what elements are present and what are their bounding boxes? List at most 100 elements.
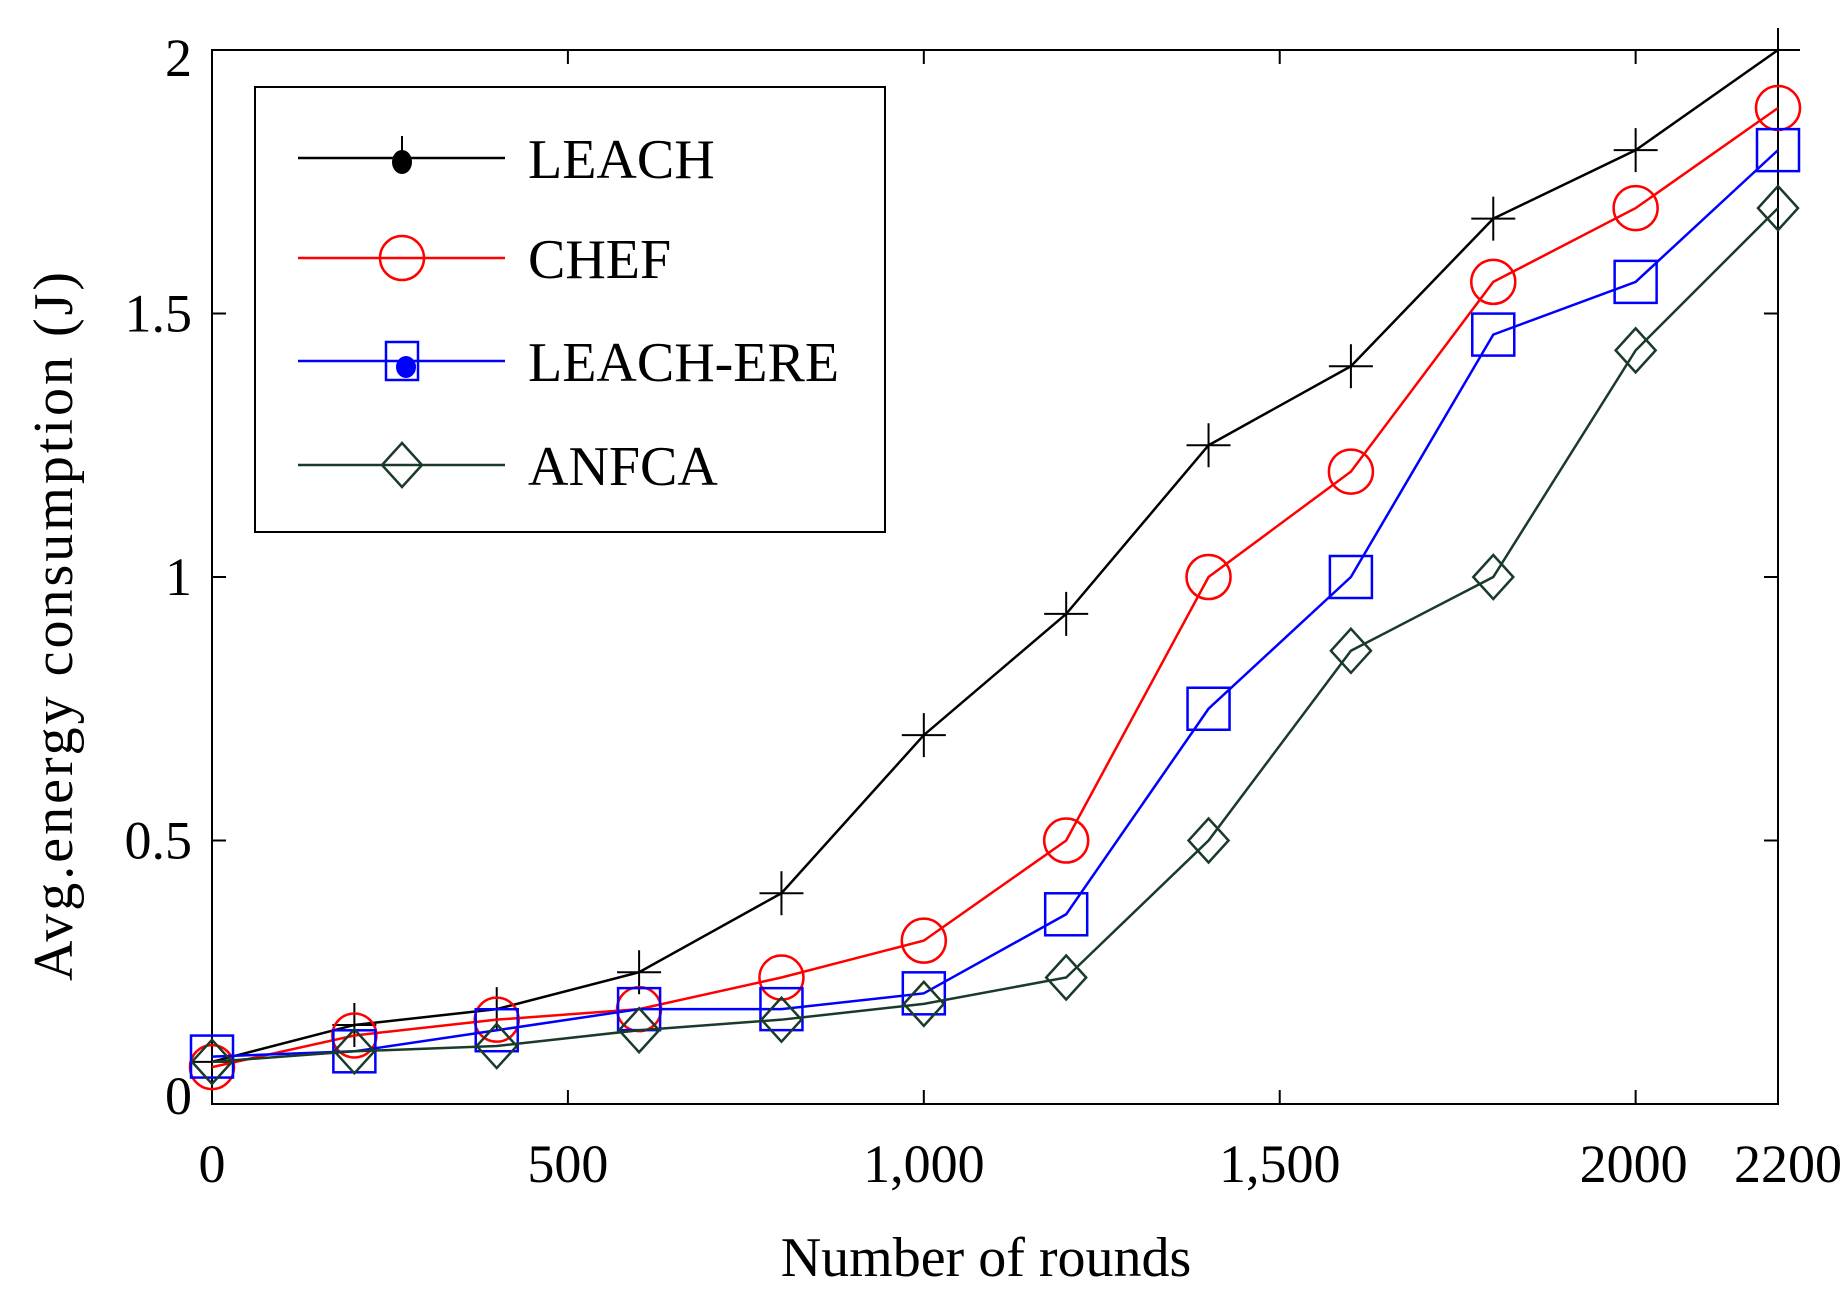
circle-marker (378, 234, 426, 282)
legend-marker (378, 234, 426, 282)
data-point (1470, 258, 1517, 306)
y-tick-label: 2 (165, 28, 192, 88)
square-marker (1613, 259, 1658, 305)
data-point (901, 971, 947, 1016)
square-marker (759, 986, 804, 1032)
data-point (1328, 344, 1373, 389)
plot-area: 0 500 1,000 1,500 2000 2200 0 0.5 1 1.5 2 (125, 28, 1842, 1194)
data-point (1185, 553, 1232, 601)
square-marker (1186, 686, 1231, 731)
data-point (1043, 892, 1089, 937)
square-marker (1755, 127, 1801, 173)
x-tick-label: 2200 (1734, 1134, 1842, 1194)
data-point (1327, 448, 1375, 495)
diamond-marker (190, 1037, 234, 1086)
legend-label: CHEF (528, 229, 671, 291)
y-tick-label: 0.5 (125, 811, 193, 871)
legend-item: LEACH (298, 129, 715, 191)
series-line (211, 48, 1779, 1064)
data-point (190, 1037, 234, 1086)
data-point (1756, 184, 1800, 232)
data-point (1612, 184, 1659, 232)
legend-label: ANFCA (528, 436, 718, 498)
data-point (1471, 553, 1515, 601)
data-point (1328, 554, 1374, 600)
series-line (211, 149, 1779, 1058)
dot-marker (392, 150, 412, 174)
diamond-marker (1471, 553, 1515, 601)
data-point (759, 986, 804, 1032)
legend-label: LEACH (528, 129, 715, 191)
data-point (474, 1007, 519, 1053)
x-tick-label: 1,000 (863, 1134, 985, 1194)
circle-marker (1327, 448, 1375, 495)
square-marker (1043, 892, 1089, 937)
data-point (1186, 423, 1231, 468)
data-point (759, 995, 804, 1044)
circle-marker (1185, 553, 1232, 601)
x-tick-label: 500 (527, 1134, 608, 1194)
series-anfca (190, 184, 1800, 1086)
data-point (902, 980, 946, 1028)
diamond-marker (902, 980, 946, 1028)
circle-marker (1470, 258, 1517, 306)
data-point (189, 1034, 235, 1079)
diamond-marker (475, 1022, 519, 1070)
square-marker (384, 340, 420, 382)
legend-box (254, 86, 886, 533)
data-point (1613, 259, 1658, 305)
circle-marker (900, 917, 948, 964)
y-tick-label: 0 (165, 1066, 192, 1126)
legend: LEACH CHEF LEACH-ERE ANFCA (254, 86, 886, 533)
data-point (900, 917, 948, 964)
data-point (901, 713, 946, 758)
diamond-marker (1329, 626, 1373, 675)
dot-marker (396, 356, 416, 378)
data-point (617, 1006, 661, 1055)
square-marker (474, 1007, 519, 1053)
y-tick-label: 1.5 (125, 284, 193, 344)
diamond-marker (759, 995, 804, 1044)
series-leach (190, 28, 1800, 1084)
y-axis-title: Avg.energy consumption (J) (23, 269, 85, 981)
circle-marker (1612, 184, 1659, 232)
data-point (1329, 626, 1373, 675)
data-point (1613, 128, 1658, 173)
diamond-marker (332, 1027, 377, 1076)
legend-item: ANFCA (298, 436, 718, 498)
legend-marker (384, 340, 420, 382)
legend-marker (392, 136, 412, 174)
legend-item: CHEF (298, 229, 671, 291)
legend-marker (380, 441, 424, 489)
data-point (1755, 127, 1801, 173)
y-tick-label: 1 (165, 547, 192, 607)
x-axis-title: Number of rounds (781, 1227, 1192, 1289)
data-point (1756, 28, 1800, 72)
series-line (211, 207, 1779, 1064)
diamond-marker (617, 1006, 661, 1055)
diamond-marker (1044, 953, 1088, 1002)
legend-item: LEACH-ERE (298, 332, 839, 394)
data-point (1044, 591, 1089, 636)
square-marker (189, 1034, 235, 1079)
diamond-marker (1613, 326, 1658, 375)
square-marker (901, 971, 947, 1016)
x-tick-label: 2000 (1580, 1134, 1688, 1194)
data-point (332, 1002, 377, 1047)
data-point (759, 871, 804, 916)
square-marker (1471, 312, 1516, 357)
square-marker (1328, 554, 1374, 600)
data-point (1471, 196, 1516, 241)
data-point (1186, 686, 1231, 731)
legend-label: LEACH-ERE (528, 332, 839, 394)
x-tick-label: 1,500 (1219, 1134, 1341, 1194)
data-point (1613, 326, 1658, 375)
diamond-marker (380, 441, 424, 489)
data-point (1044, 953, 1088, 1002)
diamond-marker (1186, 816, 1231, 865)
data-point (332, 1027, 377, 1076)
data-point (1042, 817, 1090, 864)
data-point (475, 1022, 519, 1070)
diamond-marker (1756, 184, 1800, 232)
